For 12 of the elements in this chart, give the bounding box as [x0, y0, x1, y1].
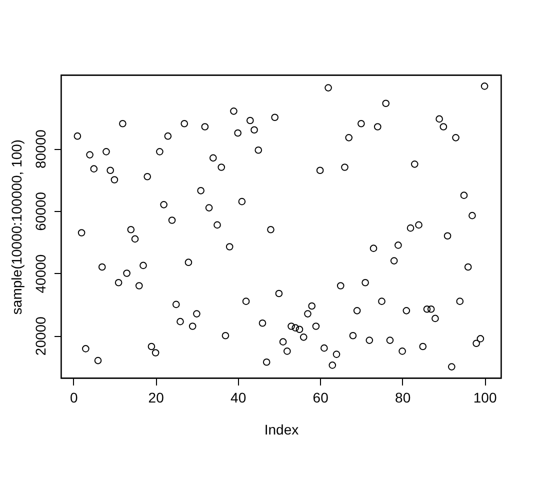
x-tick-label: 80 — [395, 390, 411, 406]
x-tick-label: 40 — [230, 390, 246, 406]
y-tick-label: 20000 — [32, 316, 48, 356]
y-tick-label: 40000 — [32, 254, 48, 294]
x-tick-label: 60 — [312, 390, 329, 406]
x-axis-title: Index — [264, 422, 299, 438]
y-tick-label: 60000 — [32, 192, 48, 231]
x-tick-label: 20 — [148, 390, 164, 406]
x-tick-label: 0 — [70, 390, 78, 406]
y-axis-title: sample(10000:100000, 100) — [8, 139, 24, 315]
y-tick-label: 80000 — [32, 129, 48, 169]
x-tick-label: 100 — [473, 390, 497, 406]
